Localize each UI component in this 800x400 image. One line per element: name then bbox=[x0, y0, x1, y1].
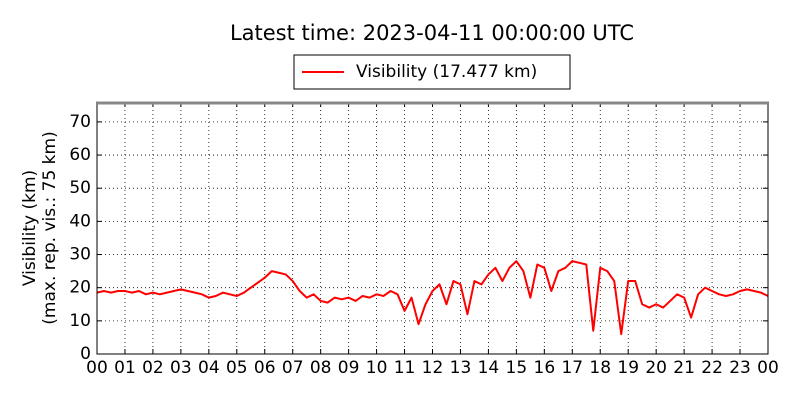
y-tick-label: 70 bbox=[69, 112, 91, 132]
x-tick-label: 15 bbox=[506, 358, 528, 378]
x-tick-label: 19 bbox=[617, 358, 639, 378]
x-tick-label: 20 bbox=[645, 358, 667, 378]
x-tick-label: 12 bbox=[422, 358, 444, 378]
y-tick-label: 60 bbox=[69, 145, 91, 165]
x-tick-label: 04 bbox=[198, 358, 220, 378]
y-tick-label: 40 bbox=[69, 211, 91, 231]
x-tick-label: 11 bbox=[394, 358, 416, 378]
y-axis-label: (max. rep. vis.: 75 km) bbox=[40, 131, 60, 324]
y-tick-label: 30 bbox=[69, 245, 91, 265]
x-tick-label: 01 bbox=[114, 358, 136, 378]
x-tick-label: 09 bbox=[338, 358, 360, 378]
x-tick-label: 14 bbox=[478, 358, 500, 378]
x-tick-label: 03 bbox=[170, 358, 192, 378]
plot-frame bbox=[96, 101, 769, 355]
x-tick-label: 17 bbox=[561, 358, 583, 378]
x-tick-label: 06 bbox=[254, 358, 276, 378]
x-tick-label: 16 bbox=[534, 358, 556, 378]
x-tick-label: 22 bbox=[701, 358, 723, 378]
chart-title: Latest time: 2023-04-11 00:00:00 UTC bbox=[230, 21, 634, 45]
x-tick-label: 13 bbox=[450, 358, 472, 378]
x-tick-label: 00 bbox=[757, 358, 779, 378]
x-tick-label: 05 bbox=[226, 358, 248, 378]
y-tick-label: 0 bbox=[80, 344, 91, 364]
x-tick-label: 21 bbox=[673, 358, 695, 378]
x-tick-label: 00 bbox=[86, 358, 108, 378]
x-tick-label: 10 bbox=[366, 358, 388, 378]
x-tick-label: 02 bbox=[142, 358, 164, 378]
data-line bbox=[96, 260, 769, 336]
legend-label: Visibility (17.477 km) bbox=[356, 62, 537, 82]
y-tick-label: 50 bbox=[69, 178, 91, 198]
x-tick-label: 08 bbox=[310, 358, 332, 378]
x-tick-label: 07 bbox=[282, 358, 304, 378]
x-tick-label: 18 bbox=[589, 358, 611, 378]
y-tick-label: 10 bbox=[69, 311, 91, 331]
y-axis-label: Visibility (km) bbox=[20, 170, 40, 286]
y-tick-label: 20 bbox=[69, 278, 91, 298]
x-tick-label: 23 bbox=[729, 358, 751, 378]
